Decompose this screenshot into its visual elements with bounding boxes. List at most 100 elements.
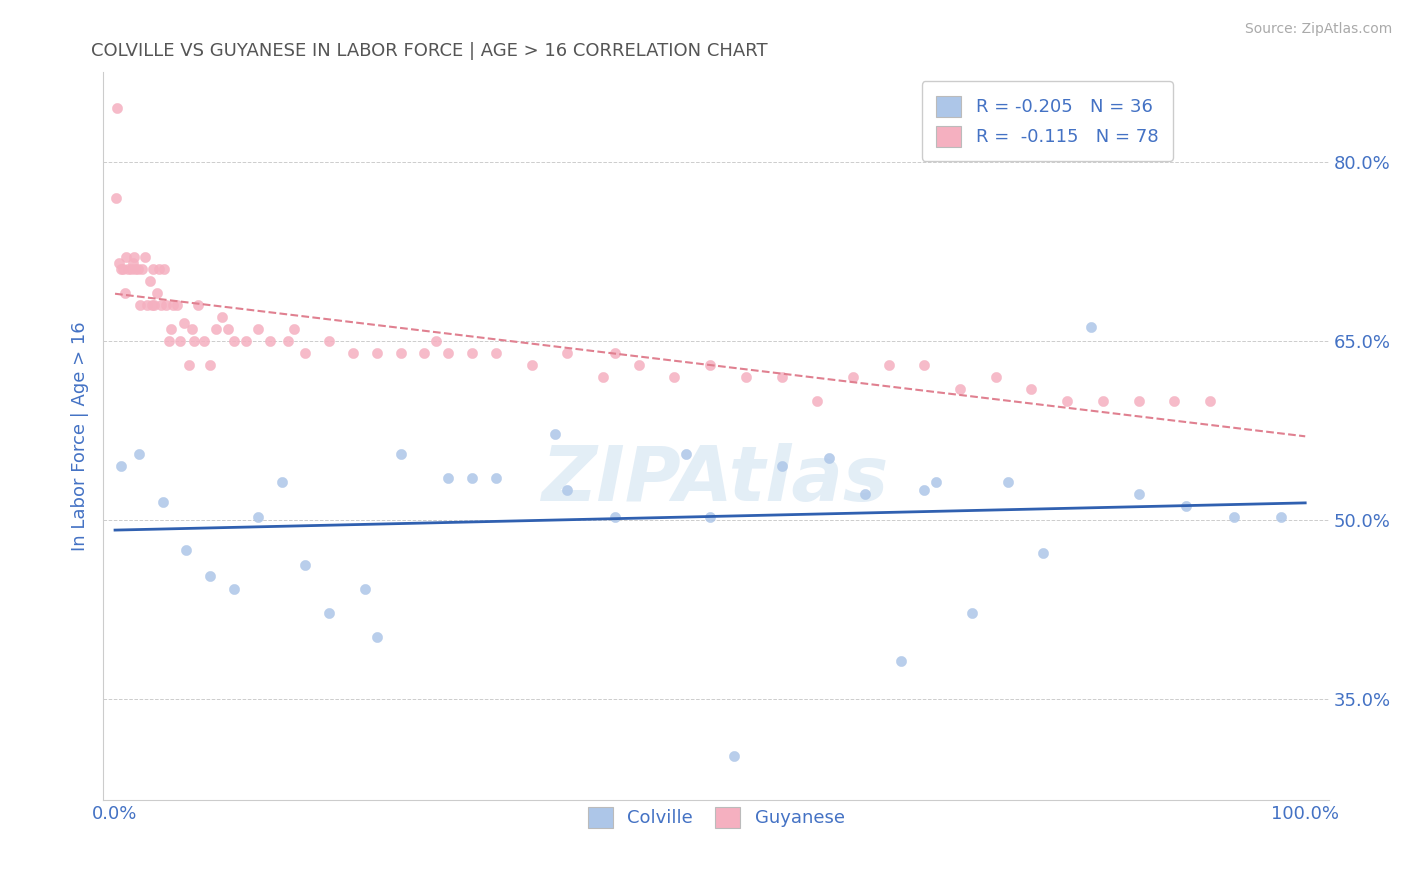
Point	[283, 322, 305, 336]
Point	[890, 654, 912, 668]
Point	[124, 262, 146, 277]
Point	[555, 346, 578, 360]
Point	[222, 334, 245, 348]
Point	[235, 334, 257, 348]
Point	[318, 606, 340, 620]
Point	[187, 298, 209, 312]
Point	[129, 298, 152, 312]
Point	[259, 334, 281, 348]
Point	[136, 298, 159, 312]
Point	[117, 262, 139, 277]
Point	[148, 262, 170, 277]
Point	[544, 426, 567, 441]
Point	[200, 569, 222, 583]
Point	[342, 346, 364, 360]
Point	[138, 274, 160, 288]
Point	[699, 358, 721, 372]
Y-axis label: In Labor Force | Age > 16: In Labor Force | Age > 16	[72, 321, 89, 551]
Point	[150, 298, 173, 312]
Point	[181, 322, 204, 336]
Point	[160, 322, 183, 336]
Legend: Colville, Guyanese: Colville, Guyanese	[581, 799, 852, 835]
Point	[105, 191, 128, 205]
Point	[127, 262, 149, 277]
Point	[1175, 499, 1198, 513]
Point	[485, 471, 508, 485]
Point	[425, 334, 447, 348]
Point	[806, 393, 828, 408]
Point	[437, 346, 460, 360]
Point	[664, 369, 686, 384]
Point	[162, 298, 184, 312]
Point	[122, 256, 145, 270]
Point	[723, 749, 745, 764]
Point	[960, 606, 983, 620]
Point	[877, 358, 900, 372]
Point	[520, 358, 543, 372]
Point	[112, 262, 135, 277]
Point	[555, 483, 578, 497]
Point	[461, 471, 484, 485]
Point	[200, 358, 222, 372]
Text: ZIPAtlas: ZIPAtlas	[543, 443, 890, 517]
Point	[912, 358, 935, 372]
Point	[107, 256, 129, 270]
Point	[143, 298, 166, 312]
Point	[354, 582, 377, 596]
Point	[734, 369, 756, 384]
Point	[389, 447, 412, 461]
Point	[114, 251, 136, 265]
Point	[169, 334, 191, 348]
Point	[1163, 393, 1185, 408]
Point	[603, 510, 626, 524]
Point	[155, 298, 177, 312]
Point	[131, 262, 153, 277]
Point	[437, 471, 460, 485]
Point	[853, 486, 876, 500]
Point	[984, 369, 1007, 384]
Point	[925, 475, 948, 489]
Point	[246, 322, 269, 336]
Point	[1080, 319, 1102, 334]
Point	[366, 630, 388, 644]
Point	[246, 510, 269, 524]
Text: COLVILLE VS GUYANESE IN LABOR FORCE | AGE > 16 CORRELATION CHART: COLVILLE VS GUYANESE IN LABOR FORCE | AG…	[91, 42, 768, 60]
Point	[277, 334, 299, 348]
Point	[153, 262, 176, 277]
Point	[997, 475, 1019, 489]
Point	[949, 382, 972, 396]
Point	[1056, 393, 1078, 408]
Point	[627, 358, 650, 372]
Point	[1128, 393, 1150, 408]
Point	[120, 262, 142, 277]
Point	[842, 369, 865, 384]
Point	[141, 298, 163, 312]
Point	[176, 542, 198, 557]
Point	[1199, 393, 1222, 408]
Point	[592, 369, 614, 384]
Point	[912, 483, 935, 497]
Point	[193, 334, 215, 348]
Point	[222, 582, 245, 596]
Point	[157, 334, 180, 348]
Point	[485, 346, 508, 360]
Point	[122, 251, 145, 265]
Point	[294, 558, 316, 573]
Point	[145, 286, 167, 301]
Point	[389, 346, 412, 360]
Point	[294, 346, 316, 360]
Point	[770, 459, 793, 474]
Point	[1021, 382, 1043, 396]
Point	[1032, 546, 1054, 560]
Point	[461, 346, 484, 360]
Point	[205, 322, 228, 336]
Point	[177, 358, 200, 372]
Point	[1223, 510, 1246, 524]
Point	[173, 316, 195, 330]
Point	[1128, 486, 1150, 500]
Point	[134, 251, 156, 265]
Point	[699, 510, 721, 524]
Point	[818, 450, 841, 465]
Point	[183, 334, 205, 348]
Point	[110, 459, 132, 474]
